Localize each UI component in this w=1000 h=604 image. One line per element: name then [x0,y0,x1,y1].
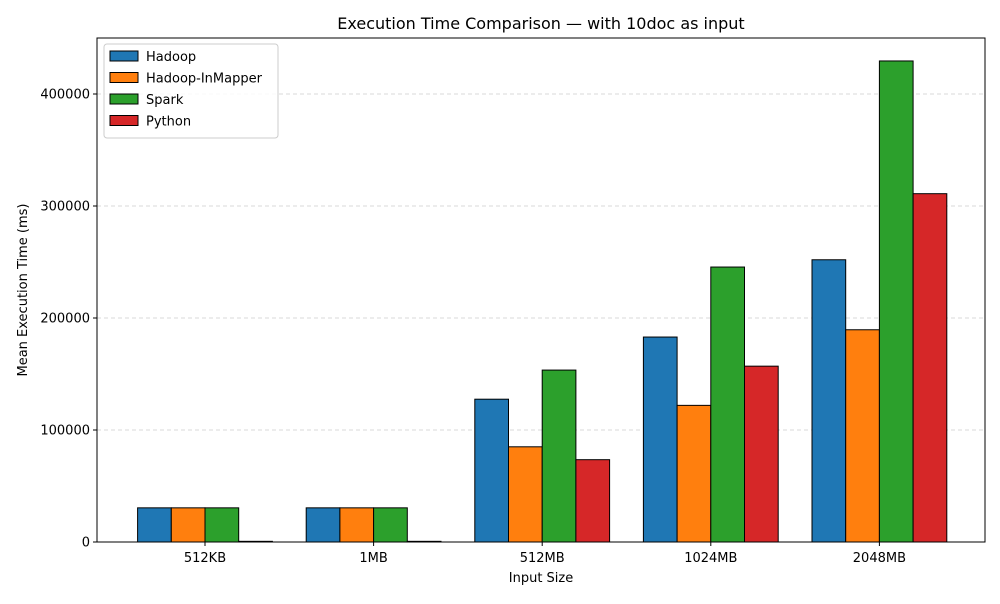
x-tick-label: 1MB [359,551,387,566]
bar-hadoop-1mb [305,507,341,543]
x-axis-ticks: 512KB 1MB 512MB 1024MB 2048MB [184,542,906,566]
x-tick-label: 2048MB [853,551,906,566]
bar-spark-2048mb [878,60,914,543]
bar-python-512mb [575,459,611,543]
bar-hadoop-2048mb [811,259,847,543]
y-tick-label: 400000 [40,88,90,103]
bar-python-2048mb [912,193,948,543]
legend-label: Hadoop-InMapper [146,72,263,87]
chart-title: Execution Time Comparison — with 10doc a… [337,14,744,33]
bar-spark-1mb [373,507,408,543]
x-tick-label: 512MB [520,551,565,566]
y-tick-label: 100000 [40,424,90,439]
bar-hadoop-inmapper-512kb [170,507,206,543]
legend-swatch [109,93,139,105]
legend-swatch [109,115,139,126]
bars [137,60,948,543]
y-tick-label: 300000 [40,200,90,215]
bar-hadoop-512kb [137,507,172,543]
legend-swatch [109,72,139,83]
legend-box [103,43,279,139]
legend-swatch [109,50,139,62]
plot-frame [96,37,986,543]
bar-hadoop-1024mb [642,336,678,543]
bar-hadoop-inmapper-512mb [508,446,543,543]
bar-hadoop-inmapper-1mb [339,507,375,543]
bar-spark-1024mb [710,266,745,543]
legend-label: Spark [146,93,184,108]
bar-python-1024mb [744,365,779,543]
y-axis-ticks: 0 100000 200000 300000 400000 [40,88,97,551]
legend-label: Python [146,115,191,130]
y-axis-label: Mean Execution Time (ms) [16,203,31,376]
legend-label: Hadoop [146,50,196,65]
x-axis-label: Input Size [509,571,573,586]
legend: Hadoop Hadoop-InMapper Spark Python [103,43,279,139]
x-tick-label: 512KB [184,551,226,566]
x-tick-label: 1024MB [684,551,737,566]
bar-hadoop-inmapper-1024mb [676,404,712,543]
bar-hadoop-512mb [474,398,509,543]
bar-spark-512kb [204,507,240,543]
bar-hadoop-inmapper-2048mb [845,329,880,543]
y-tick-label: 0 [82,536,90,551]
bar-spark-512mb [541,369,577,543]
y-tick-label: 200000 [40,312,90,327]
